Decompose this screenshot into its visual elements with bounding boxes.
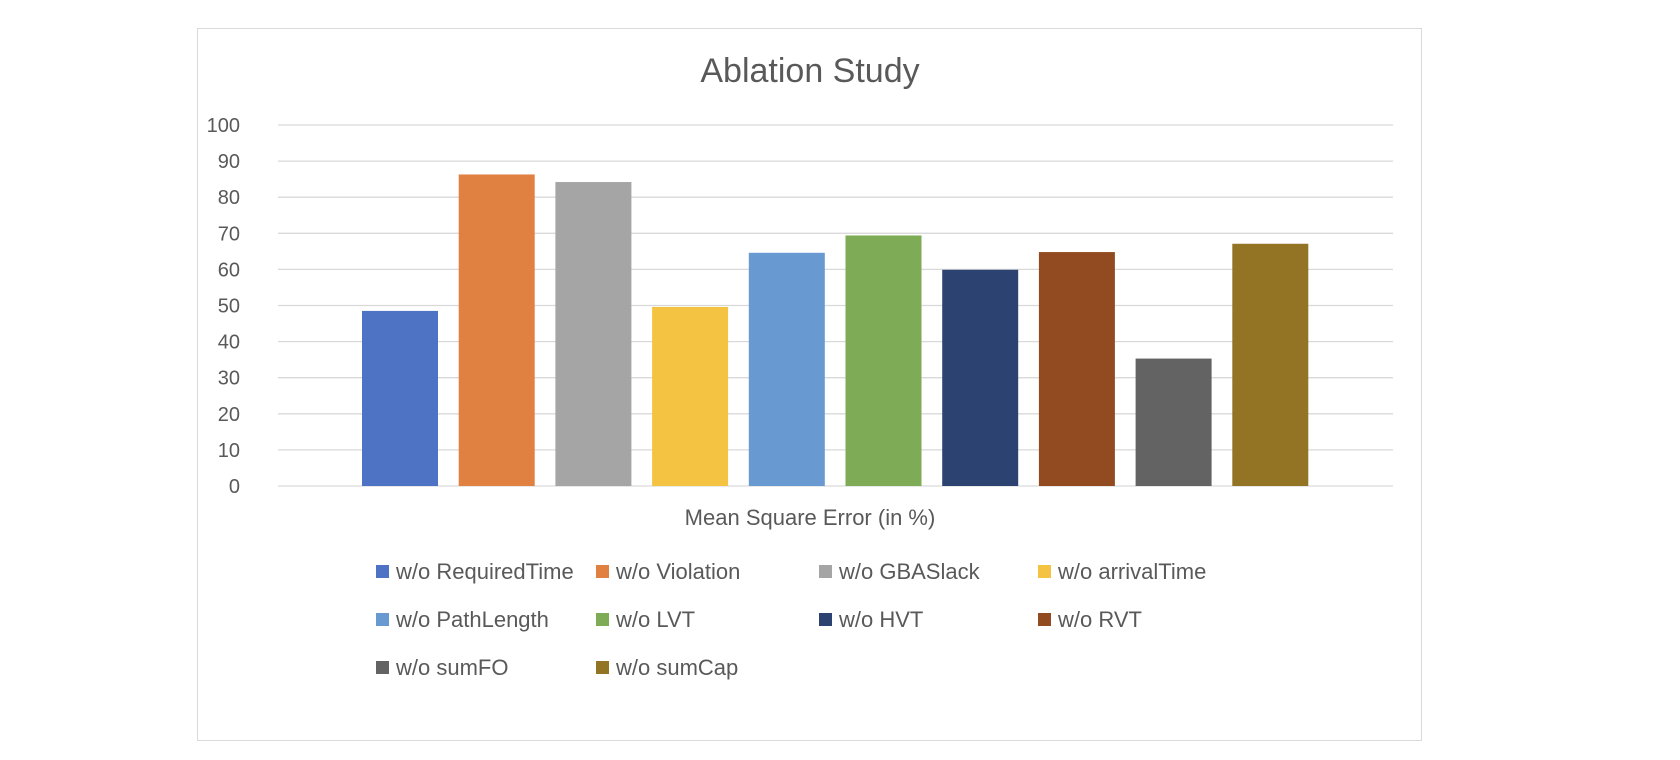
y-tick-label: 80 [218,187,240,209]
gridlines [278,124,1393,487]
y-tick-label: 30 [218,368,240,390]
legend-swatch [376,661,389,674]
y-tick-label: 40 [218,332,240,354]
bar [845,235,922,486]
legend-swatch [819,565,832,578]
bar [458,174,535,486]
bar [1135,358,1212,486]
legend-label: w/o Violation [615,559,740,584]
y-tick-label: 70 [218,223,240,245]
legend-label: w/o sumFO [395,655,508,680]
y-tick-label: 50 [218,296,240,318]
legend-swatch [596,565,609,578]
y-tick-label: 100 [207,115,240,137]
legend-swatch [596,661,609,674]
legend-label: w/o GBASlack [838,559,981,584]
legend-swatch [1038,565,1051,578]
legend-label: w/o arrivalTime [1057,559,1206,584]
legend-swatch [376,565,389,578]
bar [1038,252,1115,486]
chart-title: Ablation Study [700,52,919,90]
legend-label: w/o HVT [838,607,923,632]
y-tick-label: 10 [218,440,240,462]
legend-swatch [596,613,609,626]
bar-chart: Ablation Study 0 10 20 30 40 50 60 70 80 90 100 Me… [207,52,1393,680]
bar [748,252,825,486]
bar [362,310,438,486]
legend: w/o RequiredTime w/o Violation w/o GBASlac… [376,559,1206,680]
legend-swatch [819,613,832,626]
y-tick-label: 60 [218,259,240,281]
legend-label: w/o RequiredTime [395,559,574,584]
chart-frame: Ablation Study 0 10 20 30 40 50 60 70 80 90 100 Me… [197,28,1422,741]
y-tick-label: 90 [218,151,240,173]
legend-label: w/o PathLength [395,607,549,632]
bar [1232,243,1309,486]
y-axis-ticks: 0 10 20 30 40 50 60 70 80 90 100 [207,115,240,498]
legend-swatch [1038,613,1051,626]
bars [362,174,1309,486]
legend-swatch [376,613,389,626]
legend-label: w/o RVT [1057,607,1142,632]
y-tick-label: 20 [218,404,240,426]
legend-label: w/o sumCap [615,655,738,680]
legend-label: w/o LVT [615,607,695,632]
x-axis-title: Mean Square Error (in %) [685,505,936,530]
y-tick-label: 0 [229,476,240,498]
bar [555,182,632,486]
bar [652,306,729,486]
bar [942,269,1019,486]
